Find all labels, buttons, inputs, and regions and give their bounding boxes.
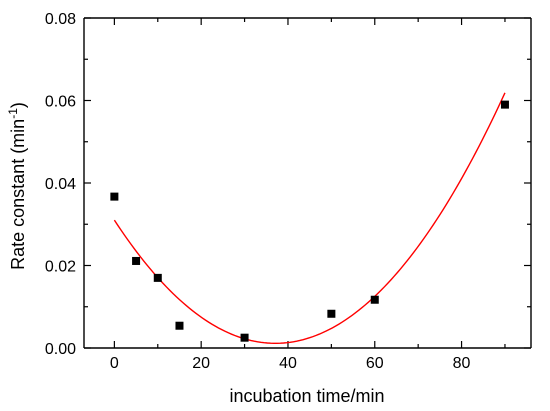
x-tick-label: 80	[453, 355, 471, 372]
y-tick-label: 0.06	[45, 94, 76, 111]
y-axis-title: Rate constant (min-1)	[6, 102, 28, 270]
data-point	[132, 256, 141, 265]
y-axis-title-suffix: )	[8, 102, 28, 108]
x-tick-label: 60	[366, 355, 384, 372]
data-point	[153, 273, 162, 282]
data-point	[110, 192, 119, 201]
x-tick-label: 40	[279, 355, 297, 372]
y-axis-title-main: Rate constant (min	[8, 119, 28, 270]
y-tick-label: 0.08	[45, 11, 76, 28]
data-point	[500, 100, 509, 109]
data-point	[327, 309, 336, 318]
x-axis-title: incubation time/min	[229, 386, 384, 406]
x-tick-label: 20	[192, 355, 210, 372]
x-tick-label: 0	[110, 355, 119, 372]
axes	[83, 17, 532, 349]
y-tick-label: 0.04	[45, 176, 76, 193]
data-point	[370, 295, 379, 304]
y-tick-label: 0.00	[45, 341, 76, 358]
fit-curve	[113, 92, 506, 345]
fit-curve-layer	[113, 92, 506, 345]
data-points	[110, 100, 509, 342]
y-axis-title-superscript: -1	[6, 108, 20, 119]
y-tick-label: 0.02	[45, 259, 76, 276]
tick-labels: 0 20 40 60 80 0.00 0.02 0.04 0.06 0.08	[45, 11, 471, 372]
data-point	[240, 333, 249, 342]
data-point	[175, 321, 184, 330]
